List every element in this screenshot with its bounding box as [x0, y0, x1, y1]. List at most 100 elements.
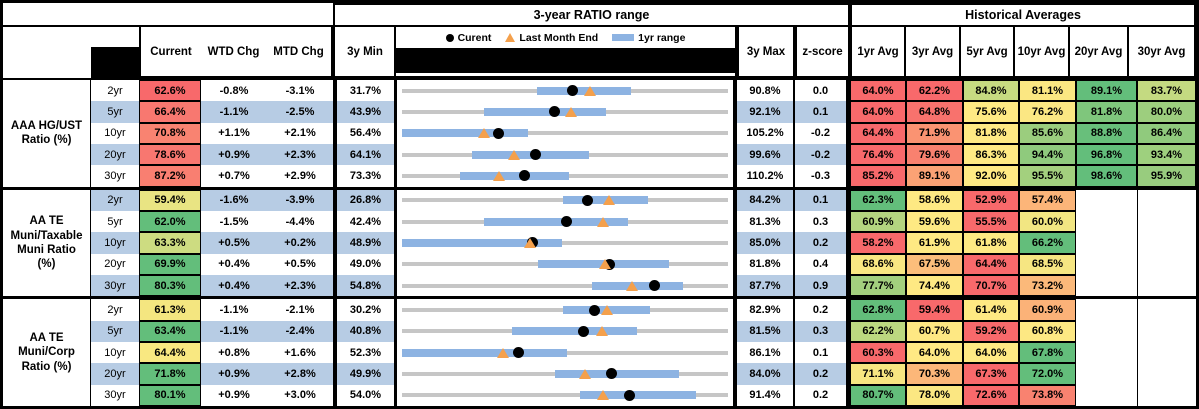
grid-separator: [733, 253, 737, 275]
tenor-label: 10yr: [91, 232, 139, 254]
z-score-cell: 0.4: [812, 258, 829, 271]
table-row: 30yr 87.2% +0.7% +2.9% 73.3% 110.2% -0.3 85.2% 8…: [91, 165, 1196, 187]
table-row: 2yr 59.4% -1.6% -3.9% 26.8% 84.2% 0.1 62.3% 58.6…: [91, 189, 1196, 211]
avg-header-1yr: 1yr Avg: [850, 25, 906, 78]
avg-cell: 81.1%: [1019, 80, 1076, 102]
grid-separator: [846, 80, 850, 102]
group-rows: 2yr 61.3% -1.1% -2.1% 30.2% 82.9% 0.2 62.8% 59.4…: [91, 299, 1196, 406]
avg-cell: [1076, 363, 1137, 385]
grid-separator: [733, 232, 737, 254]
grid-separator: [846, 101, 850, 123]
current-dot-icon: [560, 216, 572, 228]
historical-averages-title: Historical Averages: [965, 8, 1081, 22]
z-score-cell: 0.1: [795, 101, 846, 123]
table-body: AAA HG/UST Ratio (%) 2yr 62.6% -0.8% -3.1% 31…: [3, 78, 1196, 406]
avg-cell: 71.9%: [906, 122, 963, 144]
wtd-chg-cell: +0.4%: [218, 258, 250, 271]
avg-cell: 61.9%: [906, 232, 963, 254]
z-score-cell: 0.1: [812, 346, 829, 359]
current-cell: 63.4%: [139, 320, 201, 342]
3y-min-header: 3y Min: [333, 25, 397, 78]
range-chart-track: [402, 321, 728, 342]
3y-range-line: [402, 283, 728, 288]
tenor-label: 2yr: [107, 84, 123, 97]
avg-cell: 60.0%: [1019, 211, 1076, 233]
grid-separator: [846, 189, 850, 211]
grid-separator: [333, 165, 337, 187]
3y-max-cell: 82.9%: [749, 304, 781, 316]
wtd-chg-cell: +0.7%: [218, 169, 250, 182]
avg-cell: 64.8%: [906, 101, 963, 123]
avg-header-5yr: 5yr Avg: [959, 25, 1015, 78]
mtd-chg-cell: +2.9%: [284, 169, 316, 182]
range-chart-track: [402, 275, 728, 296]
3y-min-cell: 73.3%: [349, 169, 382, 182]
grid-separator: [793, 122, 795, 144]
3y-min-cell: 49.0%: [349, 258, 382, 271]
section-title-historical-averages: Historical Averages: [850, 3, 1196, 27]
table-row: 2yr 62.6% -0.8% -3.1% 31.7% 90.8% 0.0 64.0% 62.2…: [91, 80, 1196, 102]
grid-separator: [793, 384, 795, 406]
current-cell: 66.4%: [139, 101, 201, 123]
value-column-headers: Current WTD Chg MTD Chg: [139, 25, 333, 78]
legend-last-month: Last Month End: [505, 32, 598, 44]
mtd-chg-cell: +0.2%: [267, 232, 333, 254]
grid-separator: [733, 299, 737, 321]
3y-max-cell: 81.5%: [737, 320, 793, 342]
table-row: 30yr 80.3% +0.4% +2.3% 54.8% 87.7% 0.9 77.7% 74.…: [91, 274, 1196, 297]
grid-separator: [793, 253, 795, 275]
current-cell: 61.3%: [139, 299, 201, 321]
avg-cell: 81.8%: [963, 122, 1019, 144]
avg-cell: 93.4%: [1137, 143, 1196, 166]
current-cell: 70.8%: [139, 122, 201, 144]
avg-cell: 62.2%: [850, 320, 906, 342]
3y-min-cell: 40.8%: [337, 320, 394, 342]
current-header: Current: [150, 45, 192, 58]
3y-min-cell: 64.1%: [337, 143, 394, 166]
avg-cell: 64.4%: [850, 122, 906, 144]
avg-cell: 72.0%: [1019, 363, 1076, 385]
range-chart: [397, 143, 733, 166]
grid-separator: [394, 189, 397, 211]
grid-separator: [394, 165, 397, 187]
table-row: 30yr 80.1% +0.9% +3.0% 54.0% 91.4% 0.2 80.7% 78.…: [91, 384, 1196, 406]
3y-min-cell: 49.9%: [337, 363, 394, 385]
last-month-triangle-icon: [565, 106, 578, 117]
table-row: 5yr 63.4% -1.1% -2.4% 40.8% 81.5% 0.3 62.2% 60.7…: [91, 320, 1196, 342]
ratio-group: AA TE Muni/Corp Ratio (%) 2yr 61.3% -1.1% -2…: [3, 296, 1196, 406]
z-score-cell: -0.2: [795, 143, 846, 166]
legend-current: Curent: [445, 32, 491, 44]
range-chart: [397, 363, 733, 385]
grid-separator: [394, 211, 397, 233]
grid-separator: [846, 211, 850, 233]
z-score-cell: 0.0: [812, 84, 829, 97]
tenor-label: 5yr: [107, 215, 123, 228]
z-score-cell: 0.2: [812, 304, 829, 316]
avg-cell: [1076, 299, 1137, 321]
3y-max-cell: 87.7%: [737, 274, 793, 297]
grid-separator: [793, 342, 795, 364]
grid-separator: [846, 253, 850, 275]
group-rows: 2yr 62.6% -0.8% -3.1% 31.7% 90.8% 0.0 64.0% 62.2…: [91, 80, 1196, 187]
avg-cell: 79.6%: [906, 143, 963, 166]
grid-separator: [733, 363, 737, 385]
last-month-triangle-icon: [493, 170, 506, 181]
grid-separator: [733, 101, 737, 123]
z-score-cell: 0.3: [812, 215, 829, 228]
grid-separator: [333, 299, 337, 321]
wtd-chg-cell: -1.6%: [201, 189, 267, 211]
1yr-range-bar: [483, 107, 607, 116]
grid-separator: [793, 80, 795, 102]
3y-max-cell: 85.0%: [737, 232, 793, 254]
table-row: 20yr 71.8% +0.9% +2.8% 49.9% 84.0% 0.2 71.1% 70.…: [91, 363, 1196, 385]
grid-separator: [793, 320, 795, 342]
range-chart-track: [402, 363, 728, 384]
current-cell: 69.9%: [139, 253, 201, 275]
avg-cell: 74.4%: [906, 274, 963, 297]
current-dot-icon: [519, 170, 531, 182]
avg-cell: 70.3%: [906, 363, 963, 385]
historical-average-headers: 1yr Avg 3yr Avg 5yr Avg 10yr Avg 20yr Av…: [850, 25, 1196, 78]
mtd-chg-cell: +2.1%: [284, 127, 316, 140]
grid-separator: [733, 320, 737, 342]
z-score-cell: 0.2: [795, 363, 846, 385]
